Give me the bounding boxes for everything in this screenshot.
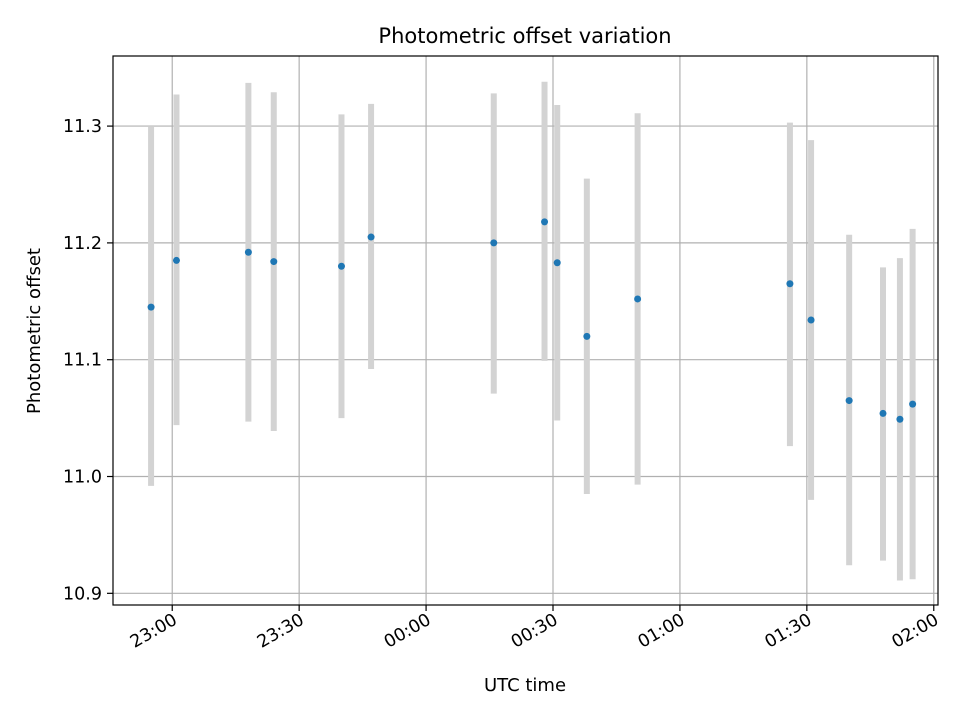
data-point: [367, 233, 375, 241]
data-point: [634, 295, 642, 303]
chart-title: Photometric offset variation: [378, 24, 671, 48]
data-point: [879, 409, 887, 417]
y-tick-label: 11.2: [63, 234, 102, 254]
data-point: [337, 262, 345, 270]
data-points: [147, 218, 917, 423]
y-tick-label: 11.0: [63, 468, 102, 488]
data-point: [147, 303, 155, 311]
data-point: [909, 400, 917, 408]
y-tick-label: 11.3: [63, 117, 102, 137]
x-axis-label: UTC time: [484, 675, 566, 696]
plot-area-frame: [112, 55, 939, 606]
data-point: [244, 248, 252, 256]
data-point: [845, 397, 853, 405]
data-point: [896, 415, 904, 423]
data-point: [541, 218, 549, 226]
data-point: [583, 332, 591, 340]
data-point: [270, 258, 278, 266]
data-point: [553, 259, 561, 267]
data-point: [172, 256, 180, 264]
data-point: [807, 316, 815, 324]
y-tick-label: 11.1: [63, 351, 102, 371]
grid-lines: [113, 56, 938, 605]
y-axis-label: Photometric offset: [24, 248, 45, 414]
data-point: [786, 280, 794, 288]
y-tick-label: 10.9: [63, 584, 102, 604]
data-point: [490, 239, 498, 247]
